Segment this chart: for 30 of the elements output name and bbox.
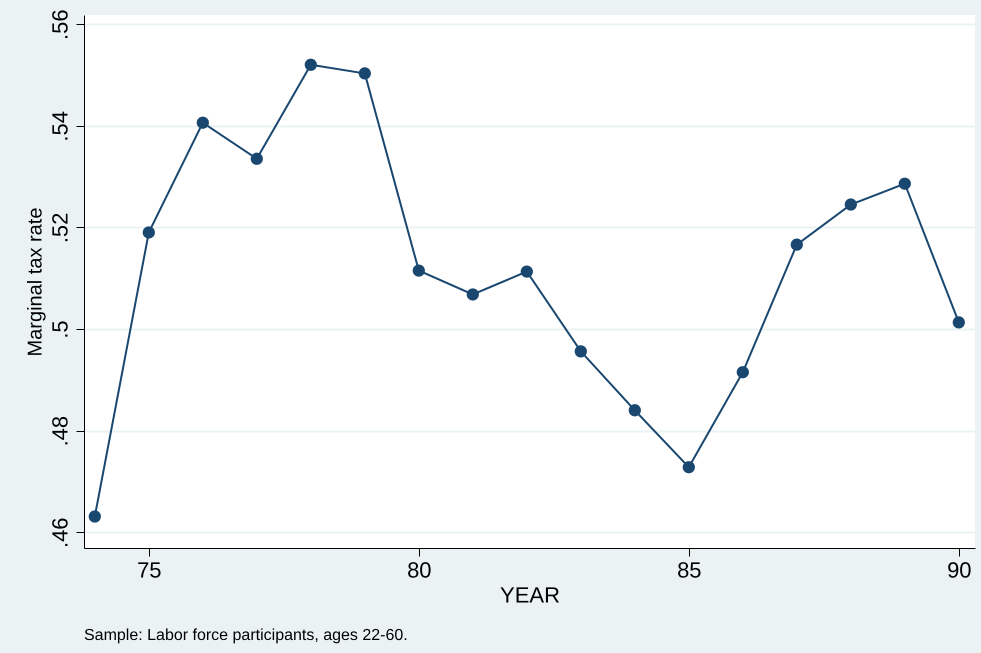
point: [898, 178, 911, 190]
point: [466, 288, 479, 301]
point: [250, 152, 263, 165]
y-axis-title: Marginal tax rate: [24, 208, 46, 356]
point: [844, 198, 857, 211]
point: [142, 226, 155, 239]
point: [682, 461, 695, 474]
point: [358, 67, 371, 80]
point: [304, 58, 317, 71]
point: [412, 264, 425, 277]
x-tick-label: 90: [947, 558, 972, 582]
y-tick-label: .52: [48, 212, 72, 244]
point: [520, 265, 533, 278]
point: [790, 238, 803, 251]
point: [574, 345, 587, 358]
y-tick-label: .56: [48, 9, 72, 40]
x-tick-label: 85: [677, 558, 702, 582]
point: [736, 366, 749, 378]
point: [196, 116, 209, 129]
point: [88, 510, 101, 523]
x-tick-label: 75: [137, 558, 162, 582]
y-tick-label: .54: [48, 110, 72, 142]
text: Sample: Labor force participants, ages 22-60.: [84, 627, 408, 644]
point: [952, 316, 965, 329]
y-tick-label: .48: [48, 416, 72, 446]
x-axis-title: YEAR: [500, 582, 560, 608]
x-tick-label: 80: [407, 558, 432, 582]
y-tick-label: .5: [48, 320, 72, 339]
y-tick-label: .46: [48, 517, 72, 548]
point: [628, 404, 641, 416]
